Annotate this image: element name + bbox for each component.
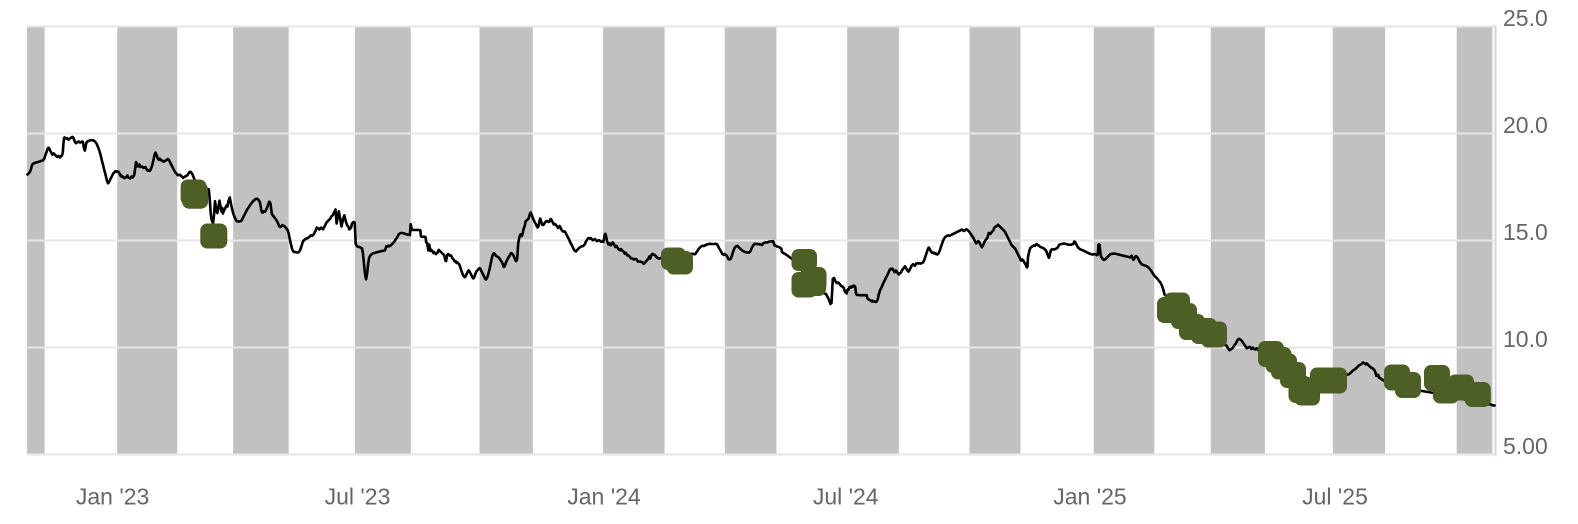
svg-text:Jul '24: Jul '24	[813, 484, 879, 510]
svg-text:Jan '24: Jan '24	[567, 484, 641, 510]
svg-text:25.0: 25.0	[1503, 5, 1548, 31]
svg-text:10.0: 10.0	[1503, 326, 1548, 352]
svg-text:5.00: 5.00	[1503, 433, 1548, 459]
svg-text:Jul '25: Jul '25	[1302, 484, 1368, 510]
svg-text:20.0: 20.0	[1503, 112, 1548, 138]
svg-text:Jan '23: Jan '23	[76, 484, 149, 510]
svg-text:Jul '23: Jul '23	[325, 484, 391, 510]
svg-text:Jan '25: Jan '25	[1053, 484, 1126, 510]
svg-text:15.0: 15.0	[1503, 219, 1548, 245]
